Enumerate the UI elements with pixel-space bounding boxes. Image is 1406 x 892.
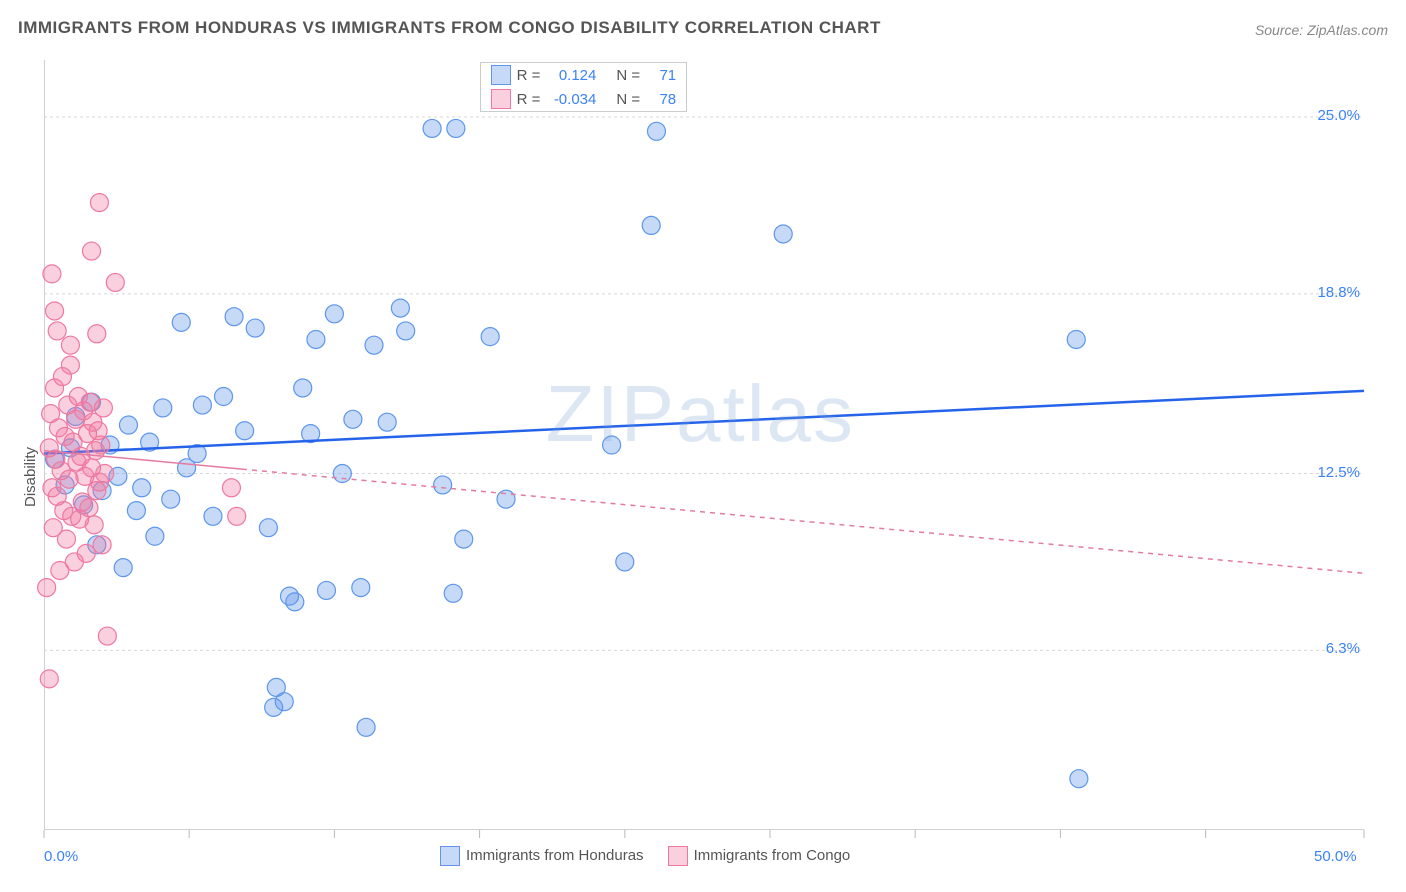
data-point [193,396,211,414]
data-point [114,559,132,577]
data-point [228,507,246,525]
data-point [246,319,264,337]
legend-swatch [668,846,688,866]
data-point [172,313,190,331]
legend-swatch [491,65,511,85]
data-point [98,627,116,645]
data-point [325,305,343,323]
data-point [57,530,75,548]
data-point [447,119,465,137]
legend-r-value: -0.034 [546,91,596,108]
data-point [333,465,351,483]
legend-swatch [440,846,460,866]
data-point [77,544,95,562]
data-point [647,122,665,140]
data-point [83,242,101,260]
data-point [61,356,79,374]
data-point [48,322,66,340]
legend-n-value: 71 [646,67,676,84]
data-point [774,225,792,243]
data-point [40,670,58,688]
data-point [286,593,304,611]
data-point [397,322,415,340]
legend-label: Immigrants from Congo [694,847,851,864]
data-point [391,299,409,317]
data-point [90,194,108,212]
legend-n-value: 78 [646,91,676,108]
legend-n-label: N = [616,91,640,108]
data-point [1070,770,1088,788]
legend-n-label: N = [616,67,640,84]
y-tick-label: 6.3% [1326,640,1360,657]
data-point [146,527,164,545]
data-point [294,379,312,397]
chart-container: IMMIGRANTS FROM HONDURAS VS IMMIGRANTS F… [0,0,1406,892]
legend-series: Immigrants from Honduras Immigrants from … [440,846,850,866]
data-point [357,718,375,736]
data-point [225,308,243,326]
data-point [61,336,79,354]
data-point [94,399,112,417]
data-point [127,502,145,520]
data-point [85,516,103,534]
data-point [481,328,499,346]
data-point [88,325,106,343]
data-point [204,507,222,525]
legend-row: R = 0.124 N = 71 [481,63,687,87]
data-point [1067,330,1085,348]
data-point [642,216,660,234]
y-tick-label: 25.0% [1317,107,1360,124]
data-point [106,273,124,291]
legend-correlation: R = 0.124 N = 71 R = -0.034 N = 78 [480,62,688,112]
data-point [43,265,61,283]
chart-svg [0,0,1406,892]
data-point [275,693,293,711]
data-point [455,530,473,548]
data-point [80,499,98,517]
y-tick-label: 12.5% [1317,464,1360,481]
data-point [119,416,137,434]
legend-swatch [491,89,511,109]
data-point [616,553,634,571]
data-point [236,422,254,440]
data-point [215,388,233,406]
data-point [317,581,335,599]
y-axis-label: Disability [22,447,39,507]
data-point [92,436,110,454]
data-point [60,470,78,488]
data-point [46,302,64,320]
data-point [603,436,621,454]
data-point [259,519,277,537]
x-tick-max: 50.0% [1314,848,1357,865]
legend-item: Immigrants from Honduras [440,846,644,866]
legend-r-value: 0.124 [546,67,596,84]
legend-label: Immigrants from Honduras [466,847,644,864]
data-point [423,119,441,137]
data-point [162,490,180,508]
y-tick-label: 18.8% [1317,284,1360,301]
data-point [344,410,362,428]
data-point [352,579,370,597]
data-point [497,490,515,508]
data-point [222,479,240,497]
data-point [444,584,462,602]
x-tick-min: 0.0% [44,848,78,865]
legend-row: R = -0.034 N = 78 [481,87,687,111]
data-point [133,479,151,497]
data-point [307,330,325,348]
legend-item: Immigrants from Congo [668,846,851,866]
data-point [154,399,172,417]
legend-r-label: R = [517,91,541,108]
data-point [378,413,396,431]
regression-line-extrapolated [242,469,1364,573]
data-point [365,336,383,354]
data-point [96,465,114,483]
legend-r-label: R = [517,67,541,84]
data-point [434,476,452,494]
data-point [93,536,111,554]
data-point [38,579,56,597]
